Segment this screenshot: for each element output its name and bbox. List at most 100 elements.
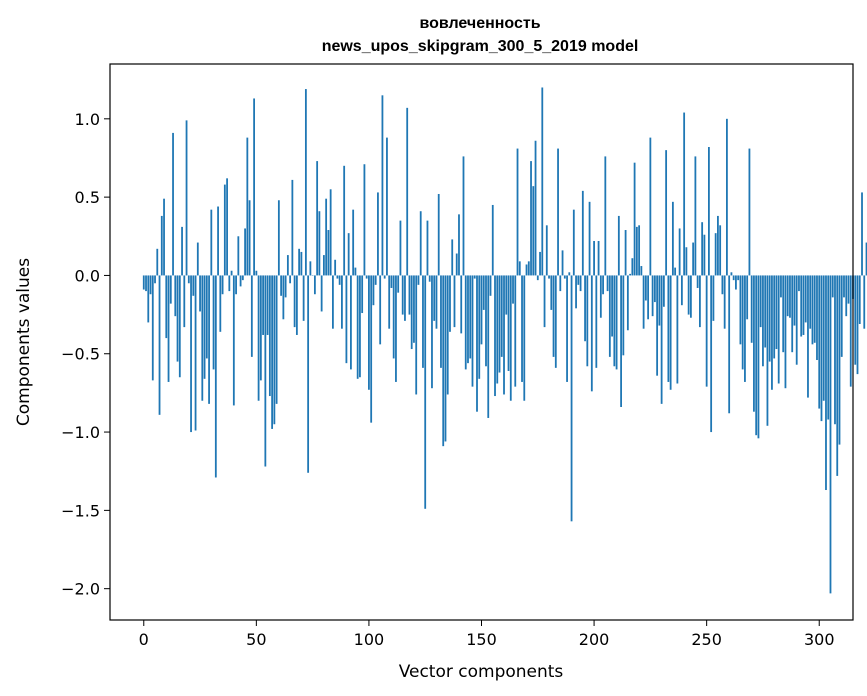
bar-143: [464, 275, 467, 370]
bar-20: [187, 275, 190, 284]
chart-subtitle: news_upos_skipgram_300_5_2019 model: [322, 38, 639, 55]
bar-148: [476, 275, 478, 412]
bar-265: [739, 275, 742, 345]
bar-104: [377, 192, 379, 276]
bar-222: [642, 275, 645, 329]
bar-285: [784, 275, 787, 389]
bar-264: [737, 275, 740, 281]
bar-215: [626, 275, 629, 331]
bar-184: [557, 148, 559, 276]
bar-53: [262, 275, 264, 335]
bar-316: [854, 275, 857, 365]
bar-195: [581, 190, 584, 276]
bar-187: [563, 275, 566, 279]
bar-150: [480, 275, 483, 345]
bar-176: [539, 251, 541, 276]
bar-147: [473, 275, 476, 279]
bar-64: [286, 255, 289, 276]
bar-24: [196, 242, 199, 276]
bar-263: [735, 275, 737, 290]
bar-249: [703, 234, 706, 276]
bar-28: [205, 275, 208, 359]
bar-111: [392, 275, 395, 359]
bar-220: [638, 225, 641, 276]
bar-61: [280, 275, 283, 296]
x-tick-label: 50: [246, 630, 266, 649]
bar-224: [647, 275, 650, 320]
bar-120: [413, 275, 415, 343]
bar-141: [460, 275, 463, 334]
bar-38: [228, 275, 231, 292]
bar-314: [849, 275, 852, 387]
bar-86: [336, 275, 339, 279]
bar-261: [730, 272, 733, 276]
bar-268: [746, 275, 749, 320]
bar-292: [800, 275, 803, 337]
bar-275: [762, 275, 764, 367]
bar-22: [192, 275, 195, 296]
bar-262: [732, 275, 735, 281]
bar-145: [469, 275, 472, 359]
bar-37: [226, 178, 228, 276]
bar-245: [694, 156, 697, 276]
bar-156: [494, 275, 496, 397]
bar-72: [304, 89, 307, 276]
bar-54: [264, 275, 267, 467]
bar-198: [588, 201, 591, 276]
bar-44: [241, 275, 244, 281]
bar-260: [728, 275, 731, 414]
bar-301: [820, 275, 823, 422]
x-tick-label: 150: [466, 630, 497, 649]
bar-90: [345, 275, 348, 364]
bar-293: [802, 275, 805, 335]
bar-201: [595, 275, 598, 368]
y-tick-label: 0.0: [75, 266, 100, 285]
bar-309: [838, 275, 841, 445]
bar-223: [644, 275, 647, 301]
bar-103: [374, 275, 377, 285]
bar-216: [629, 273, 631, 276]
bar-76: [313, 275, 316, 295]
bar-190: [570, 275, 573, 522]
bar-10: [165, 275, 168, 339]
bar-217: [631, 258, 634, 276]
bar-286: [786, 275, 789, 317]
bar-48: [250, 275, 253, 357]
bar-82: [327, 230, 330, 276]
bar-108: [386, 137, 388, 276]
bar-31: [212, 275, 215, 370]
bar-9: [163, 198, 165, 276]
bar-113: [397, 275, 400, 293]
bar-83: [329, 189, 332, 276]
bar-23: [194, 275, 197, 431]
bar-93: [352, 209, 355, 276]
bar-18: [183, 275, 186, 328]
bar-46: [246, 137, 249, 276]
bar-183: [554, 275, 557, 368]
bar-122: [417, 275, 420, 285]
bar-106: [381, 95, 384, 276]
y-axis-label: Components values: [14, 258, 34, 426]
bar-287: [789, 275, 791, 318]
x-tick-label: 200: [579, 630, 610, 649]
bar-297: [811, 275, 814, 345]
bar-131: [437, 193, 440, 276]
bar-242: [687, 275, 690, 315]
bar-296: [809, 275, 812, 329]
bar-181: [550, 275, 553, 310]
bar-3: [149, 275, 152, 295]
bar-109: [388, 275, 391, 329]
bar-232: [665, 150, 668, 276]
bar-267: [744, 275, 746, 382]
bar-13: [172, 132, 174, 276]
bar-318: [858, 275, 861, 324]
bar-110: [390, 275, 393, 288]
bar-307: [834, 275, 836, 425]
bar-240: [683, 112, 686, 276]
bar-270: [750, 275, 753, 343]
bar-94: [354, 267, 357, 276]
bar-274: [759, 275, 762, 328]
bar-180: [548, 275, 550, 279]
bar-60: [277, 200, 280, 276]
